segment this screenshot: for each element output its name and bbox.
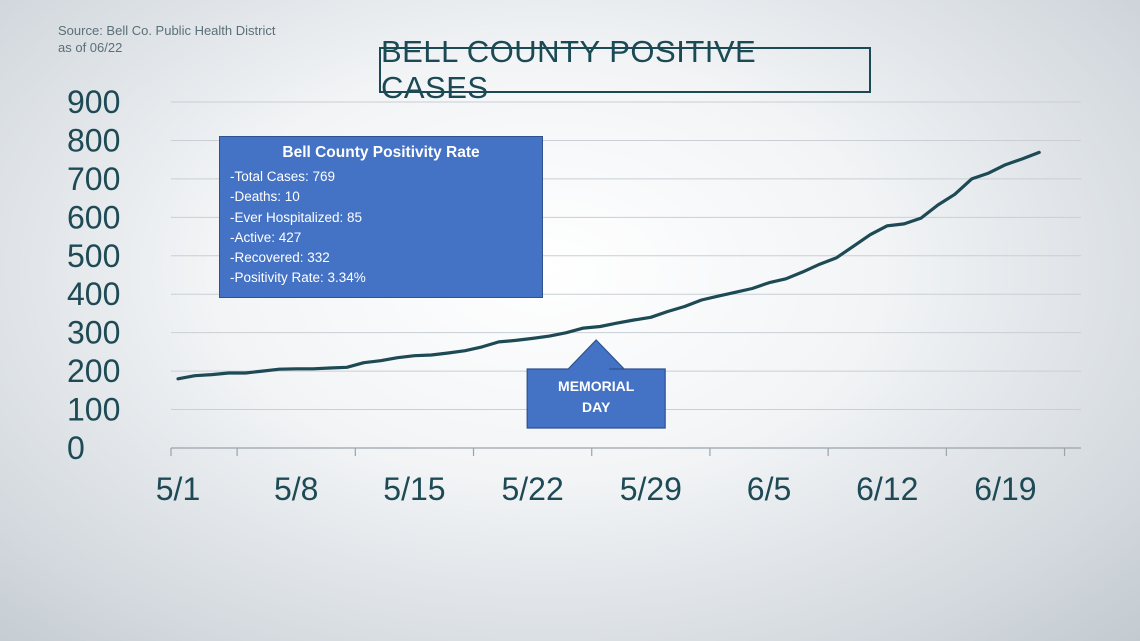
y-tick-label: 300 xyxy=(67,315,120,351)
x-tick-label: 5/22 xyxy=(501,471,563,507)
x-tick-label: 5/15 xyxy=(383,471,445,507)
cases-series-line xyxy=(176,150,1041,381)
chart-title: BELL COUNTY POSITIVE CASES xyxy=(381,34,757,105)
info-total-cases: -Total Cases: 769 xyxy=(230,169,336,184)
x-tick-label: 5/1 xyxy=(156,471,200,507)
info-recovered: -Recovered: 332 xyxy=(230,250,330,266)
chart-title-box: BELL COUNTY POSITIVE CASES xyxy=(379,34,871,105)
info-positivity-rate: -Positivity Rate: 3.34% xyxy=(230,270,366,286)
y-tick-label: 0 xyxy=(67,430,85,466)
annotation-label: MEMORIAL xyxy=(558,378,635,394)
source-note: Source: Bell Co. Public Health District … xyxy=(58,22,275,56)
y-tick-label: 900 xyxy=(67,84,120,120)
x-tick-label: 5/29 xyxy=(620,471,682,507)
series-layer xyxy=(176,150,1041,381)
x-tick-label: 6/19 xyxy=(974,471,1036,507)
source-line: Source: Bell Co. Public Health District xyxy=(58,23,276,38)
info-box-title: Bell County Positivity Rate xyxy=(282,144,480,161)
y-tick-label: 600 xyxy=(67,199,120,235)
y-tick-label: 200 xyxy=(67,353,120,389)
info-active: -Active: 427 xyxy=(230,229,302,245)
x-tick-label: 6/12 xyxy=(856,471,918,507)
x-tick-label: 5/8 xyxy=(274,471,318,507)
as-of-date: as of 06/22 xyxy=(58,40,123,55)
y-tick-label: 700 xyxy=(67,161,120,197)
annotation-layer: MEMORIAL DAY xyxy=(526,339,666,429)
y-tick-label: 100 xyxy=(67,392,120,428)
info-ever-hospitalized: -Ever Hospitalized: 85 xyxy=(230,209,363,225)
info-deaths: -Deaths: 10 xyxy=(230,189,300,205)
positivity-info-box: Bell County Positivity Rate -Total Cases… xyxy=(219,136,543,298)
x-axis-ticks: 5/1 5/8 5/15 5/22 5/29 6/5 6/12 6/19 xyxy=(156,471,1037,507)
x-axis xyxy=(170,447,1081,456)
y-tick-label: 400 xyxy=(67,276,120,312)
y-tick-label: 500 xyxy=(67,238,120,274)
y-tick-label: 800 xyxy=(67,122,120,158)
x-tick-label: 6/5 xyxy=(747,471,791,507)
memorial-day-arrow xyxy=(526,339,666,429)
annotation-label: DAY xyxy=(582,399,611,415)
